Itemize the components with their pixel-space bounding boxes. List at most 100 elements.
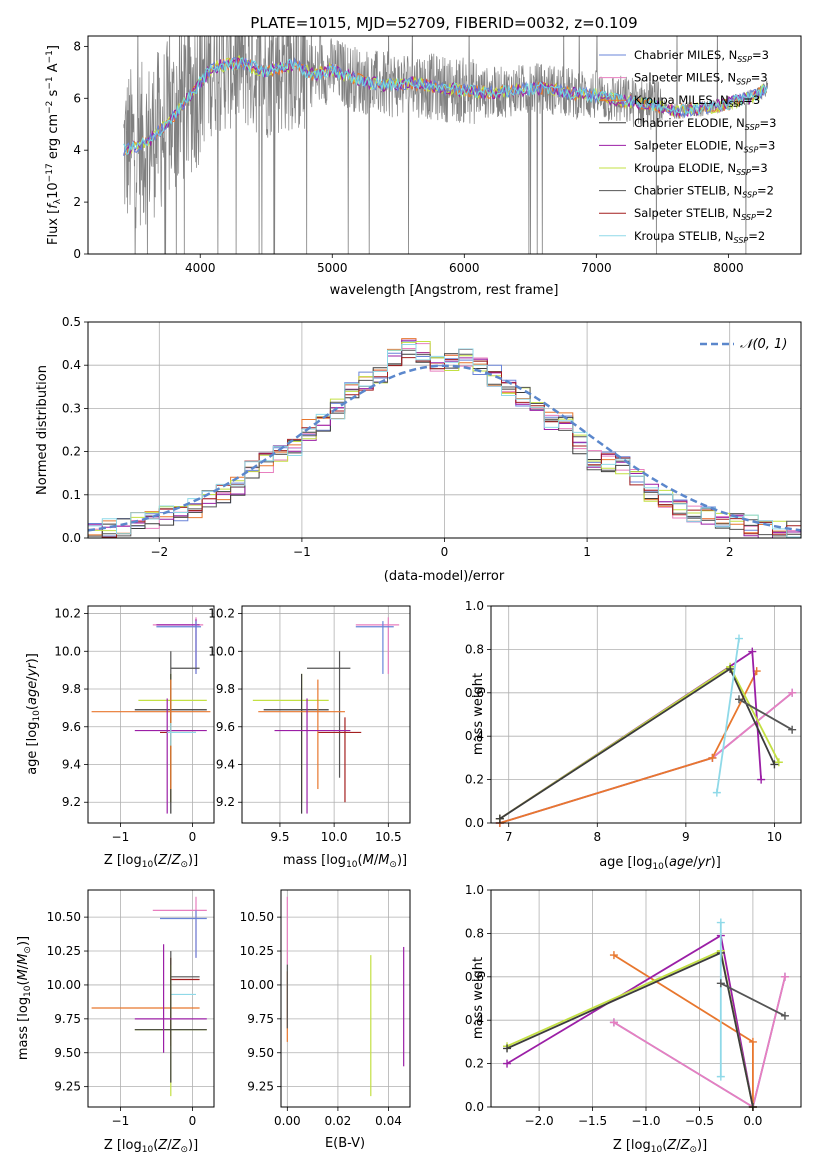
mass-vs-Z-data bbox=[91, 896, 207, 1097]
mass-vs-Z-ytick-label: 9.75 bbox=[54, 1012, 81, 1026]
age-vs-mass-xlabel: mass [log10(M/M⊙)] bbox=[283, 853, 407, 870]
normal-legend-label: 𝒩(0, 1) bbox=[740, 337, 787, 352]
massweight-marker bbox=[735, 634, 743, 643]
residual-ytick-label: 0.4 bbox=[62, 358, 81, 372]
massweight-vs-Z-ytick-label: 0.4 bbox=[465, 1013, 484, 1027]
spectrum-legend: Chabrier MILES, NSSP=3 Salpeter MILES, NS… bbox=[599, 48, 776, 245]
spectrum-ticks: 4000 5000 6000 7000 8000 0 2 4 6 8 bbox=[73, 39, 743, 275]
mass-vs-EBV-data bbox=[286, 896, 405, 1097]
massweight-marker bbox=[726, 664, 735, 673]
massweight-marker bbox=[503, 1059, 512, 1068]
massweight-marker bbox=[780, 972, 789, 981]
massweight-marker bbox=[770, 760, 779, 769]
age-vs-Z-grid bbox=[88, 606, 214, 823]
massweight-marker bbox=[495, 814, 504, 823]
figure-title: PLATE=1015, MJD=52709, FIBERID=0032, z=0… bbox=[250, 14, 637, 32]
massweight-marker bbox=[503, 1044, 512, 1053]
age-vs-Z-xlabel: Z [log10(Z/Z⊙)] bbox=[104, 853, 198, 870]
legend-label-chabrier-stelib: Chabrier STELIB, NSSP=2 bbox=[634, 184, 774, 200]
massweight-vs-age-ytick-label: 0.0 bbox=[465, 816, 484, 830]
massweight-marker bbox=[716, 918, 725, 927]
age-vs-mass-ytick-label: 9.4 bbox=[216, 758, 235, 772]
residual-panel: −2 −1 0 1 2 0.0 0.1 0.2 0.3 0.4 0.5 (data-model)/e… bbox=[35, 315, 802, 584]
mass-vs-EBV-panel: 0.00 0.02 0.049.259.509.7510.0010.2510.50 … bbox=[240, 889, 411, 1151]
age-vs-Z-ytick-label: 9.6 bbox=[62, 720, 81, 734]
legend-label-kroupa-stelib: Kroupa STELIB, NSSP=2 bbox=[634, 229, 765, 245]
spectrum-ytick-label: 8 bbox=[73, 39, 81, 53]
massweight-vs-age-xtick-label: 10 bbox=[767, 830, 782, 844]
massweight-marker bbox=[609, 951, 618, 960]
massweight-vs-Z-panel: −2.0 −1.5 −1.0 −0.5 0.0 0.0 0.2 0.4 0.6 0.8 1.0 Z … bbox=[465, 883, 802, 1155]
massweight-vs-age-xtick-label: 8 bbox=[593, 830, 601, 844]
massweight-vs-age-xtick-label: 9 bbox=[682, 830, 690, 844]
massweight-vs-Z-ytick-label: 0.8 bbox=[465, 926, 484, 940]
age-vs-Z-ytick-label: 10.2 bbox=[54, 607, 81, 621]
massweight-marker bbox=[788, 725, 797, 734]
age-vs-mass-ytick-label: 10.0 bbox=[208, 644, 235, 658]
age-vs-Z-ytick-label: 10.0 bbox=[54, 644, 81, 658]
massweight-vs-age-ticks: 7 8 9 10 0.0 0.2 0.4 0.6 0.8 1.0 bbox=[465, 599, 782, 844]
age-vs-mass-ytick-label: 9.6 bbox=[216, 720, 235, 734]
massweight-vs-age-frame bbox=[490, 605, 802, 824]
spectrum-xtick-label: 4000 bbox=[185, 261, 216, 275]
residual-data-layer bbox=[87, 338, 802, 539]
age-vs-mass-xtick-label: 9.5 bbox=[270, 830, 289, 844]
mass-vs-EBV-xtick-label: 0.04 bbox=[375, 1114, 402, 1128]
spectrum-xtick-label: 5000 bbox=[317, 261, 348, 275]
residual-xlabel: (data-model)/error bbox=[384, 569, 505, 584]
residual-ytick-label: 0.2 bbox=[62, 445, 81, 459]
legend-label-chabrier-elodie: Chabrier ELODIE, NSSP=3 bbox=[634, 116, 776, 132]
legend-label-chabrier-miles: Chabrier MILES, NSSP=3 bbox=[634, 48, 769, 64]
histogram-step bbox=[88, 344, 801, 538]
mass-vs-Z-panel: −1 0 9.25 9.50 9.75 10.00 10.25 10.50 Z [log10(… bbox=[16, 889, 215, 1155]
mass-vs-Z-xtick-label: 0 bbox=[189, 1114, 197, 1128]
massweight-line-kroupa-stelib bbox=[716, 638, 740, 793]
mass-vs-Z-ylabel: mass [log10(M/M⊙)] bbox=[16, 936, 33, 1060]
mass-vs-Z-ytick-label: 10.50 bbox=[47, 910, 81, 924]
residual-xtick-label: −2 bbox=[150, 545, 168, 559]
massweight-vs-Z-xlabel: Z [log10(Z/Z⊙)] bbox=[613, 1138, 707, 1155]
age-vs-Z-xtick-label: −1 bbox=[112, 830, 130, 844]
mass-vs-Z-xtick-label: −1 bbox=[112, 1114, 130, 1128]
mass-vs-EBV-frame bbox=[280, 889, 411, 1108]
mass-vs-Z-ytick-label: 10.00 bbox=[47, 978, 81, 992]
massweight-marker bbox=[712, 788, 721, 797]
mass-vs-EBV-ytick-label: 10.25 bbox=[240, 944, 274, 958]
residual-frame bbox=[87, 321, 802, 539]
massweight-marker bbox=[780, 1011, 789, 1020]
massweight-vs-Z-xtick-label: −2.0 bbox=[525, 1114, 554, 1128]
mass-vs-Z-ytick-label: 9.25 bbox=[54, 1080, 81, 1094]
legend-label-salpeter-stelib: Salpeter STELIB, NSSP=2 bbox=[634, 206, 773, 222]
massweight-marker bbox=[774, 758, 783, 767]
residual-ytick-label: 0.0 bbox=[62, 531, 81, 545]
spectrum-ytick-label: 4 bbox=[73, 143, 81, 157]
massweight-vs-age-xtick-label: 7 bbox=[505, 830, 513, 844]
massweight-vs-Z-frame bbox=[490, 889, 802, 1108]
residual-ticks: −2 −1 0 1 2 0.0 0.1 0.2 0.3 0.4 0.5 bbox=[62, 315, 734, 559]
massweight-marker bbox=[716, 979, 725, 988]
spectrum-data-layer bbox=[123, 36, 769, 254]
massweight-vs-Z-ticks: −2.0 −1.5 −1.0 −0.5 0.0 0.0 0.2 0.4 0.6 0.8 1.0 bbox=[465, 883, 763, 1128]
age-vs-mass-frame bbox=[241, 605, 411, 824]
massweight-vs-age-data bbox=[495, 634, 797, 827]
massweight-vs-age-ytick-label: 0.4 bbox=[465, 729, 484, 743]
massweight-vs-age-ytick-label: 0.8 bbox=[465, 642, 484, 656]
mass-vs-EBV-xlabel: E(B-V) bbox=[325, 1136, 365, 1151]
age-vs-Z-frame bbox=[87, 605, 215, 824]
mass-vs-EBV-ytick-label: 9.75 bbox=[247, 1012, 274, 1026]
age-vs-mass-ytick-label: 9.8 bbox=[216, 682, 235, 696]
mass-vs-Z-grid bbox=[88, 890, 214, 1107]
residual-ytick-label: 0.3 bbox=[62, 401, 81, 415]
normal-curve bbox=[87, 364, 802, 532]
massweight-vs-Z-xtick-label: 0.0 bbox=[743, 1114, 762, 1128]
age-vs-Z-ytick-label: 9.2 bbox=[62, 795, 81, 809]
massweight-marker bbox=[788, 688, 797, 697]
spectrum-xtick-label: 8000 bbox=[713, 261, 744, 275]
massweight-line-chabrier-stelib bbox=[720, 982, 786, 1017]
massweight-vs-age-xlabel: age [log10(age/yr)] bbox=[599, 855, 721, 872]
legend-label-kroupa-elodie: Kroupa ELODIE, NSSP=3 bbox=[634, 161, 768, 177]
mass-vs-Z-ytick-label: 9.50 bbox=[54, 1046, 81, 1060]
spectrum-ylabel: Flux [fλ10−17 erg cm−2 s−1 A−1] bbox=[45, 45, 63, 245]
mass-vs-EBV-ytick-label: 9.25 bbox=[247, 1080, 274, 1094]
